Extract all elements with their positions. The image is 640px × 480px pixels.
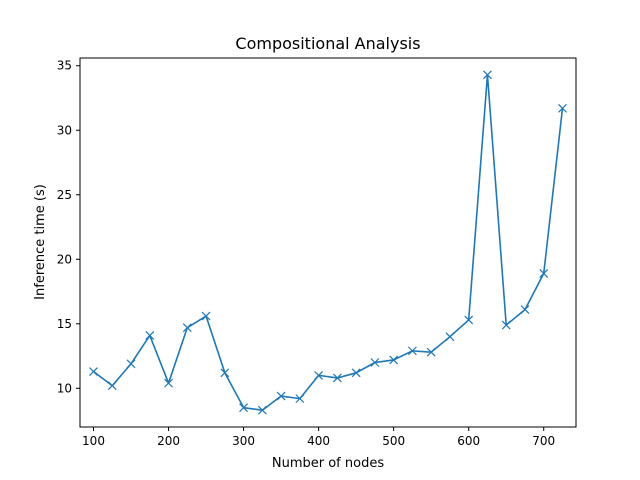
data-point (558, 103, 567, 113)
data-point (332, 373, 342, 383)
y-tick-label: 25 (57, 188, 72, 202)
data-point (239, 403, 249, 413)
y-tick-label: 20 (57, 252, 72, 266)
y-tick-label: 30 (57, 123, 72, 137)
x-tick-label: 500 (382, 434, 405, 448)
x-tick-label: 100 (82, 434, 105, 448)
data-point (107, 381, 117, 391)
x-axis: 100 200 300 400 500 600 700 (82, 427, 555, 448)
data-point (89, 367, 98, 376)
y-tick-label: 35 (57, 59, 72, 73)
data-point (295, 394, 305, 404)
x-tick-label: 700 (532, 434, 555, 448)
y-axis-label: Inference time (s) (33, 184, 48, 300)
data-point (483, 70, 492, 80)
data-point (464, 315, 474, 325)
data-point (201, 311, 211, 321)
y-tick-label: 10 (57, 381, 72, 395)
y-axis: 10 15 20 25 30 35 (57, 59, 80, 395)
data-point (182, 323, 192, 333)
data-point (520, 305, 530, 315)
data-point (164, 378, 173, 388)
data-point (389, 355, 399, 365)
chart-title: Compositional Analysis (235, 34, 420, 53)
data-point (407, 346, 417, 356)
data-point (426, 347, 436, 357)
data-point (276, 391, 286, 401)
y-tick-label: 15 (57, 317, 72, 331)
series-line (93, 73, 564, 412)
x-tick-label: 200 (157, 434, 180, 448)
x-tick-label: 300 (232, 434, 255, 448)
data-point (445, 332, 455, 342)
x-axis-label: Number of nodes (272, 456, 384, 471)
x-tick-label: 400 (307, 434, 330, 448)
data-point (314, 370, 324, 380)
axes-frame (79, 57, 577, 428)
data-point (145, 330, 155, 340)
data-point (351, 368, 361, 378)
data-point (220, 368, 230, 378)
x-tick-label: 600 (457, 434, 480, 448)
data-point (539, 269, 549, 278)
plot-area: 100 200 300 400 500 600 700 10 15 20 25 30 35 (57, 57, 577, 448)
data-point (257, 405, 267, 415)
data-point (370, 358, 380, 367)
data-point (126, 359, 136, 369)
data-point (501, 320, 511, 330)
series-layer (89, 70, 567, 415)
